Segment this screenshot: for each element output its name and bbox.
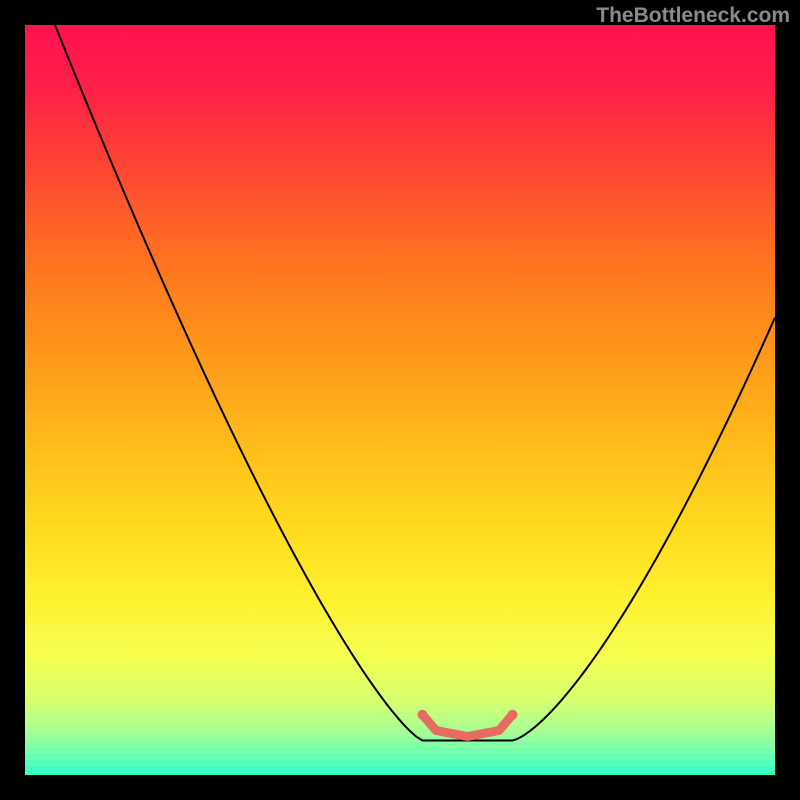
chart-canvas xyxy=(0,0,800,800)
bottleneck-chart: TheBottleneck.com xyxy=(0,0,800,800)
watermark-text: TheBottleneck.com xyxy=(596,4,790,28)
